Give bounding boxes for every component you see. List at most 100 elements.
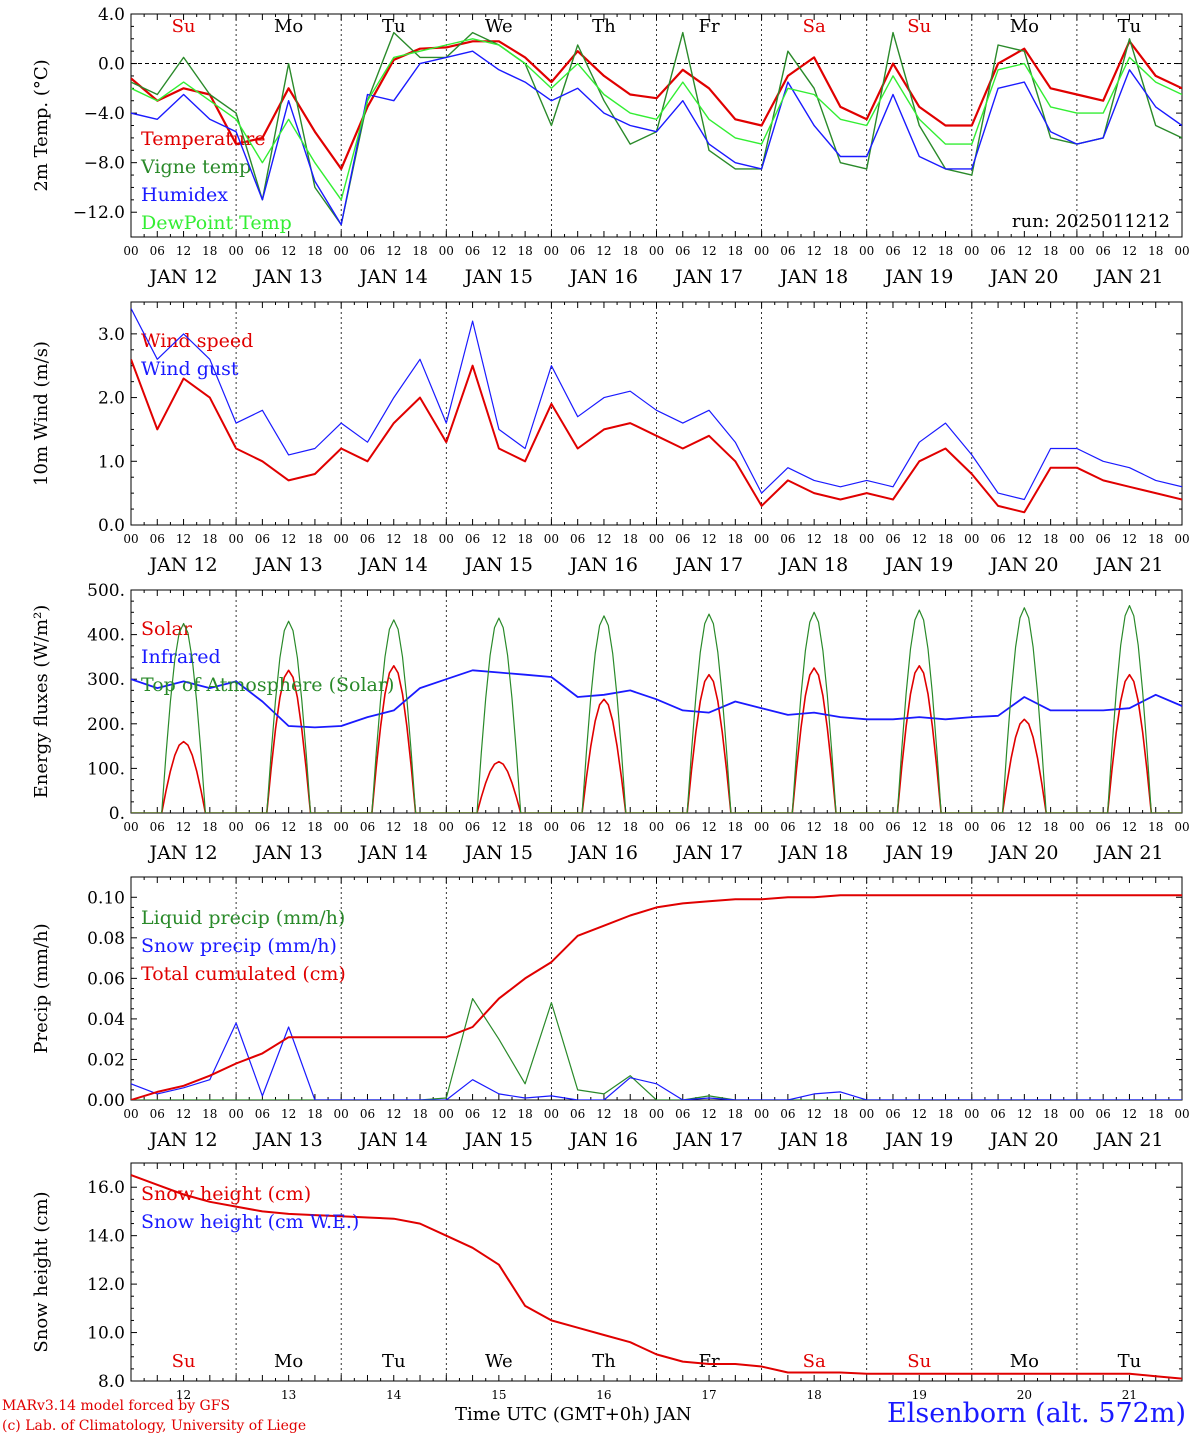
date-label: JAN 21 — [1093, 554, 1163, 576]
hour-tick-label: 12 — [491, 820, 506, 834]
day-of-week-label: Mo — [1010, 16, 1039, 37]
hour-tick-label: 00 — [228, 1107, 243, 1121]
hour-tick-label: 00 — [1069, 244, 1084, 258]
day-of-week-label: Fr — [699, 16, 720, 37]
date-label: JAN 18 — [778, 554, 848, 576]
y-tick-label: −12.0 — [73, 203, 125, 223]
y-tick-label: 0.0 — [98, 516, 125, 536]
hour-tick-label: 06 — [570, 820, 585, 834]
hour-tick-label: 12 — [596, 532, 611, 546]
hour-tick-label: 06 — [465, 532, 480, 546]
hour-tick-label: 06 — [780, 820, 795, 834]
hour-tick-label: 18 — [623, 532, 638, 546]
hour-tick-label: 12 — [807, 532, 822, 546]
hour-tick-label: 18 — [1148, 820, 1163, 834]
hour-tick-label: 12 — [1122, 820, 1137, 834]
hour-tick-label: 12 — [386, 1107, 401, 1121]
y-axis-label: Precip (mm/h) — [31, 923, 52, 1053]
hour-tick-label: 12 — [701, 1107, 716, 1121]
y-tick-label: 1.0 — [98, 452, 125, 472]
hour-tick-label: 18 — [1148, 244, 1163, 258]
hour-tick-label: 18 — [307, 532, 322, 546]
hour-tick-label: 00 — [123, 820, 138, 834]
series-line-wind-gust — [131, 308, 1182, 501]
hour-tick-label: 18 — [412, 532, 427, 546]
hour-tick-label: 06 — [1096, 244, 1111, 258]
date-label: JAN 17 — [673, 266, 743, 288]
date-label: JAN 20 — [988, 842, 1058, 864]
legend-entry: Snow height (cm) — [141, 1183, 311, 1205]
hour-tick-label: 18 — [1043, 820, 1058, 834]
hour-tick-label: 12 — [386, 244, 401, 258]
hour-tick-label: 00 — [859, 532, 874, 546]
hour-tick-label: 00 — [544, 532, 559, 546]
day-number-label: 21 — [1122, 1388, 1137, 1402]
hour-tick-label: 06 — [570, 244, 585, 258]
hour-tick-label: 00 — [964, 532, 979, 546]
date-label: JAN 20 — [988, 266, 1058, 288]
hour-tick-label: 00 — [754, 532, 769, 546]
day-number-label: 14 — [386, 1388, 402, 1402]
legend-entry: Total cumulated (cm) — [141, 963, 346, 985]
date-label: JAN 18 — [778, 842, 848, 864]
hour-tick-label: 00 — [649, 532, 664, 546]
hour-tick-label: 12 — [491, 532, 506, 546]
hour-tick-label: 12 — [596, 820, 611, 834]
date-label: JAN 19 — [883, 266, 953, 288]
hour-tick-label: 06 — [885, 532, 900, 546]
hour-tick-label: 12 — [281, 820, 296, 834]
hour-tick-label: 18 — [517, 244, 532, 258]
hour-tick-label: 06 — [255, 532, 270, 546]
hour-tick-label: 06 — [885, 1107, 900, 1121]
date-label: JAN 16 — [568, 1129, 638, 1151]
hour-tick-label: 12 — [1017, 244, 1032, 258]
date-label: JAN 12 — [147, 842, 217, 864]
hour-tick-label: 00 — [1174, 820, 1189, 834]
hour-tick-label: 06 — [675, 532, 690, 546]
hour-tick-label: 00 — [1069, 1107, 1084, 1121]
y-tick-label: 0.10 — [87, 888, 125, 908]
hour-tick-label: 06 — [675, 1107, 690, 1121]
date-label: JAN 16 — [568, 554, 638, 576]
y-tick-label: 14.0 — [87, 1227, 125, 1247]
hour-tick-label: 06 — [255, 244, 270, 258]
date-label: JAN 13 — [253, 266, 323, 288]
hour-tick-label: 12 — [912, 820, 927, 834]
date-label: JAN 13 — [253, 1129, 323, 1151]
hour-tick-label: 06 — [990, 244, 1005, 258]
hour-tick-label: 12 — [491, 1107, 506, 1121]
legend-entry: Snow height (cm W.E.) — [141, 1211, 359, 1233]
day-number-label: 12 — [176, 1388, 191, 1402]
hour-tick-label: 06 — [675, 244, 690, 258]
series-line-snow-precip-mm-h- — [131, 1022, 1182, 1100]
hour-tick-label: 00 — [439, 820, 454, 834]
date-label: JAN 15 — [463, 266, 533, 288]
day-of-week-label: Su — [172, 16, 196, 37]
y-tick-label: 300. — [87, 670, 125, 690]
date-label: JAN 17 — [673, 842, 743, 864]
hour-tick-label: 06 — [780, 532, 795, 546]
model-credit: MARv3.14 model forced by GFS — [2, 1398, 231, 1414]
hour-tick-label: 12 — [596, 244, 611, 258]
series-line-wind-speed — [131, 358, 1182, 514]
date-label: JAN 15 — [463, 1129, 533, 1151]
hour-tick-label: 00 — [544, 244, 559, 258]
day-of-week-label: Mo — [274, 16, 303, 37]
hour-tick-label: 18 — [623, 820, 638, 834]
day-of-week-label: We — [485, 16, 513, 37]
hour-tick-label: 00 — [754, 244, 769, 258]
date-label: JAN 18 — [778, 266, 848, 288]
legend-entry: Humidex — [141, 184, 228, 206]
date-label: JAN 15 — [463, 842, 533, 864]
day-of-week-label: Tu — [1118, 1351, 1142, 1372]
hour-tick-label: 06 — [360, 532, 375, 546]
y-tick-label: 4.0 — [98, 5, 125, 25]
day-of-week-label: Sa — [803, 16, 826, 37]
hour-tick-label: 06 — [570, 1107, 585, 1121]
hour-tick-label: 18 — [938, 532, 953, 546]
hour-tick-label: 18 — [938, 1107, 953, 1121]
hour-tick-label: 00 — [123, 1107, 138, 1121]
y-tick-label: 0.0 — [98, 55, 125, 75]
hour-tick-label: 00 — [334, 1107, 349, 1121]
